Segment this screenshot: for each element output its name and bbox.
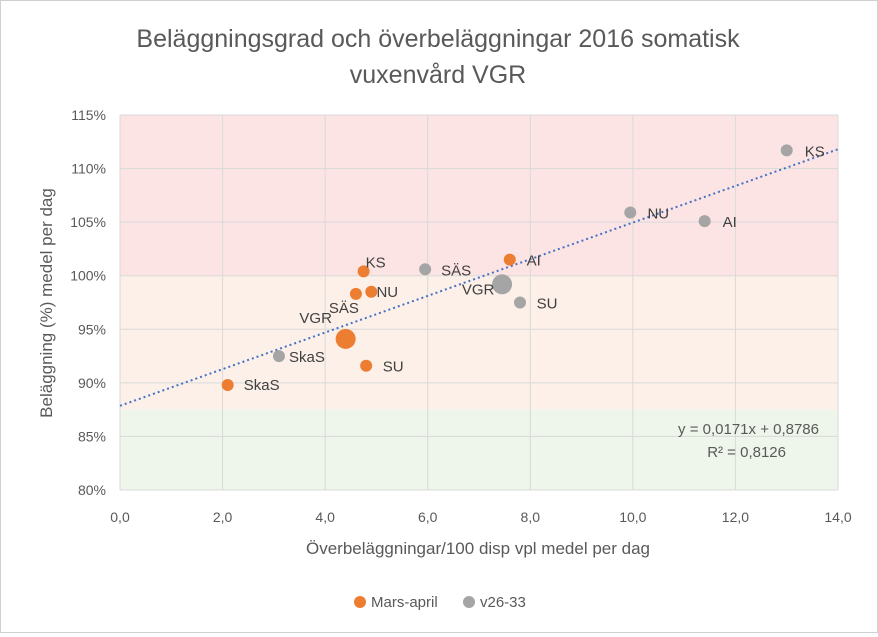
point-v26-33 <box>698 215 711 228</box>
x-tick-label: 0,0 <box>110 509 130 525</box>
x-tick-label: 2,0 <box>213 509 233 525</box>
x-tick-label: 14,0 <box>824 509 851 525</box>
point-label: NU <box>376 284 398 301</box>
trendline-r2: R² = 0,8126 <box>707 444 786 461</box>
y-tick-label: 110% <box>71 161 106 177</box>
x-tick-label: 10,0 <box>619 509 646 525</box>
y-tick-label: 90% <box>78 375 106 391</box>
legend-marker-v26-33 <box>463 596 475 608</box>
trendline <box>119 148 839 407</box>
legend-label-v26-33: v26-33 <box>480 594 526 611</box>
point-v26-33 <box>780 144 793 157</box>
y-tick-label: 95% <box>78 321 106 337</box>
point-v26-33 <box>272 350 285 363</box>
legend-marker-mars-april <box>354 596 366 608</box>
point-label: NU <box>647 206 669 223</box>
y-tick-label: 105% <box>70 214 106 230</box>
y-tick-labels: 80% 85% 90% 95% 100% 105% 110% 115% <box>70 107 106 498</box>
point-mars-april <box>349 287 362 300</box>
background-band-0 <box>120 115 838 276</box>
point-mars-april <box>503 253 516 266</box>
y-tick-label: 100% <box>70 268 106 284</box>
point-label: KS <box>805 143 825 160</box>
point-label: AI <box>723 214 737 231</box>
chart-title-line-2: vuxenvård VGR <box>350 61 526 89</box>
x-tick-labels: 0,0 2,0 4,0 6,0 8,0 10,0 12,0 14,0 <box>110 509 852 525</box>
point-label: SkaS <box>289 349 325 366</box>
point-label: VGR <box>299 310 332 327</box>
legend-label-mars-april: Mars-april <box>371 594 438 611</box>
x-axis-title: Överbeläggningar/100 disp vpl medel per … <box>306 539 650 558</box>
point-mars-april <box>365 285 378 298</box>
point-mars-april <box>221 379 234 391</box>
point-label: VGR <box>462 281 495 298</box>
trendline-equation: y = 0,0171x + 0,8786 <box>678 421 819 438</box>
y-axis-title: Beläggning (%) medel per dag <box>37 188 56 418</box>
point-label: SU <box>537 296 558 313</box>
x-tick-label: 12,0 <box>722 509 749 525</box>
point-label: SU <box>383 359 404 376</box>
point-label: AI <box>527 253 541 270</box>
point-label: SkaS <box>244 377 280 394</box>
legend: Mars-april v26-33 <box>354 594 526 611</box>
point-mars-april <box>360 359 373 372</box>
point-label: KS <box>366 254 386 271</box>
point-label: SÄS <box>441 262 471 279</box>
background-band-2 <box>120 409 838 490</box>
point-v26-33 <box>624 206 637 219</box>
gridlines <box>119 114 839 491</box>
x-tick-label: 6,0 <box>418 509 438 525</box>
x-tick-label: 8,0 <box>521 509 541 525</box>
point-mars-april <box>335 328 356 349</box>
y-tick-label: 115% <box>71 107 106 123</box>
point-v26-33 <box>419 263 432 276</box>
point-mars-april <box>357 265 370 278</box>
point-v26-33 <box>514 296 527 309</box>
point-label: SÄS <box>329 300 359 317</box>
chart-title-line-1: Beläggningsgrad och överbeläggningar 201… <box>136 25 740 53</box>
x-tick-label: 4,0 <box>315 509 335 525</box>
background-band-1 <box>120 275 838 410</box>
y-tick-label: 80% <box>78 482 106 498</box>
y-tick-label: 85% <box>78 428 106 444</box>
background-bands <box>120 115 838 490</box>
point-v26-33 <box>492 274 513 295</box>
data-points <box>221 144 793 391</box>
